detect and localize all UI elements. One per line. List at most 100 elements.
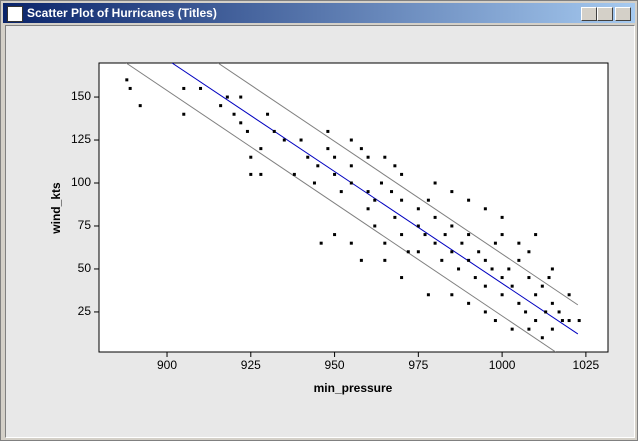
y-tick-label: 100 [71, 175, 91, 189]
point [272, 129, 276, 133]
point [426, 198, 430, 202]
point [349, 138, 353, 142]
point [567, 319, 571, 323]
point [507, 267, 511, 271]
maximize-button[interactable] [597, 7, 613, 21]
point [517, 241, 521, 245]
point [333, 155, 337, 159]
point [383, 155, 387, 159]
point [510, 327, 514, 331]
point [259, 172, 263, 176]
point [406, 250, 410, 254]
point [540, 284, 544, 288]
x-axis-label: min_pressure [314, 381, 393, 395]
point [450, 250, 454, 254]
point [500, 233, 504, 237]
point [540, 336, 544, 340]
point [416, 207, 420, 211]
point [483, 258, 487, 262]
fit-line [125, 63, 557, 352]
minimize-button[interactable] [581, 7, 597, 21]
point [400, 233, 404, 237]
point [316, 164, 320, 168]
x-tick-label: 950 [325, 358, 345, 372]
point [500, 276, 504, 280]
point [527, 250, 531, 254]
point [467, 198, 471, 202]
point [326, 129, 330, 133]
close-button[interactable] [615, 7, 631, 21]
point [483, 207, 487, 211]
point [493, 241, 497, 245]
window-icon [7, 6, 23, 22]
point [450, 190, 454, 194]
point [326, 147, 330, 151]
point [433, 181, 437, 185]
y-tick-label: 150 [71, 89, 91, 103]
point [544, 310, 548, 314]
point [433, 215, 437, 219]
y-tick-label: 50 [78, 261, 92, 275]
point [534, 233, 538, 237]
point [467, 301, 471, 305]
point [400, 276, 404, 280]
point [390, 190, 394, 194]
point [527, 327, 531, 331]
x-tick-label: 1000 [489, 358, 516, 372]
point [547, 276, 551, 280]
point [349, 241, 353, 245]
point [199, 86, 203, 90]
point [249, 155, 253, 159]
point [245, 129, 249, 133]
point [359, 147, 363, 151]
point [266, 112, 270, 116]
point [249, 172, 253, 176]
window-title: Scatter Plot of Hurricanes (Titles) [27, 6, 217, 20]
plot-area [98, 62, 609, 353]
point [349, 181, 353, 185]
y-tick-label: 25 [78, 304, 92, 318]
point [306, 155, 310, 159]
point [239, 121, 243, 125]
point [440, 258, 444, 262]
point [259, 147, 263, 151]
point [373, 224, 377, 228]
point [433, 241, 437, 245]
point [299, 138, 303, 142]
x-tick-label: 1025 [573, 358, 600, 372]
title-bar: Scatter Plot of Hurricanes (Titles) [3, 3, 635, 23]
point [383, 258, 387, 262]
point [577, 319, 581, 323]
point [524, 310, 528, 314]
point [416, 250, 420, 254]
y-axis-label: wind_kts [49, 182, 63, 235]
point [182, 86, 186, 90]
point [550, 327, 554, 331]
point [473, 276, 477, 280]
point [557, 310, 561, 314]
point [366, 207, 370, 211]
point [138, 104, 142, 108]
point [490, 267, 494, 271]
point [312, 181, 316, 185]
x-tick-label: 975 [408, 358, 428, 372]
fit-line [217, 63, 579, 306]
point [393, 164, 397, 168]
point [550, 301, 554, 305]
point [379, 181, 383, 185]
point [400, 198, 404, 202]
point [225, 95, 229, 99]
point [128, 86, 132, 90]
point [292, 172, 296, 176]
point [426, 293, 430, 297]
point [232, 112, 236, 116]
point [500, 215, 504, 219]
point [182, 112, 186, 116]
point [527, 276, 531, 280]
x-tick-label: 900 [157, 358, 177, 372]
point [534, 319, 538, 323]
point [366, 190, 370, 194]
point [450, 293, 454, 297]
point [443, 233, 447, 237]
